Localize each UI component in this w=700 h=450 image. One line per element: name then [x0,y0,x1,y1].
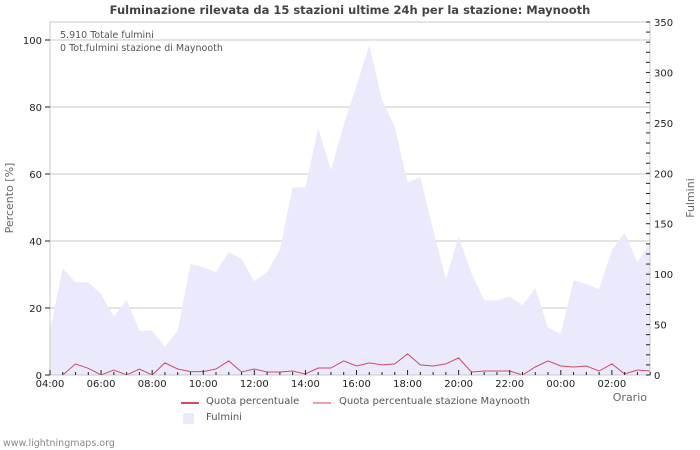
x-tick-label: 18:00 [393,379,422,390]
right-tick-label: 50 [654,321,667,332]
right-tick-label: 200 [654,169,673,180]
right-axis-title: Fulmini [684,178,697,218]
x-tick-label: 14:00 [291,379,320,390]
right-tick-label: 150 [654,220,673,231]
station-lightning-info: 0 Tot.fulmini stazione di Maynooth [60,43,223,54]
right-axis: 0 50 100 150 200 250 300 350 [646,18,673,382]
legend-label-quota-station: Quota percentuale stazione Maynooth [339,396,531,407]
left-axis: 0 20 40 60 80 100 [23,36,50,382]
fulmini-area [50,45,651,375]
x-axis: 04:00 06:00 08:00 10:00 12:00 14:00 16:00 18:00… [36,370,651,390]
quota-swatch-icon [181,402,199,404]
x-tick-label: 16:00 [342,379,371,390]
x-axis-title: Orario [613,391,648,404]
x-tick-label: 00:00 [546,379,575,390]
footer-credit: www.lightningmaps.org [3,438,115,449]
total-lightning-info: 5.910 Totale fulmini [60,30,154,41]
right-tick-label: 0 [654,371,660,382]
right-tick-label: 300 [654,68,673,79]
right-tick-label: 100 [654,270,673,281]
left-tick-label: 40 [29,237,42,248]
left-tick-label: 60 [29,170,42,181]
left-tick-label: 100 [23,36,42,47]
x-tick-label: 20:00 [444,379,473,390]
x-tick-label: 02:00 [597,379,626,390]
plot-frame [49,21,651,376]
x-tick-label: 22:00 [495,379,524,390]
left-tick-label: 80 [29,103,42,114]
chart-title: Fulminazione rilevata da 15 stazioni ult… [109,3,591,17]
right-tick-label: 350 [654,18,673,29]
x-tick-label: 08:00 [138,379,167,390]
right-tick-label: 250 [654,119,673,130]
quota-station-swatch-icon [313,402,331,404]
left-tick-label: 0 [36,371,42,382]
x-tick-label: 10:00 [189,379,218,390]
left-tick-label: 20 [29,304,42,315]
x-tick-label: 04:00 [36,379,65,390]
x-tick-label: 06:00 [87,379,116,390]
fulmini-swatch-icon [183,413,194,424]
legend-label-quota: Quota percentuale [206,396,300,407]
quota-line [62,353,651,376]
legend-label-fulmini: Fulmini [206,412,242,423]
x-tick-label: 12:00 [240,379,269,390]
left-axis-title: Percento [%] [3,163,16,234]
